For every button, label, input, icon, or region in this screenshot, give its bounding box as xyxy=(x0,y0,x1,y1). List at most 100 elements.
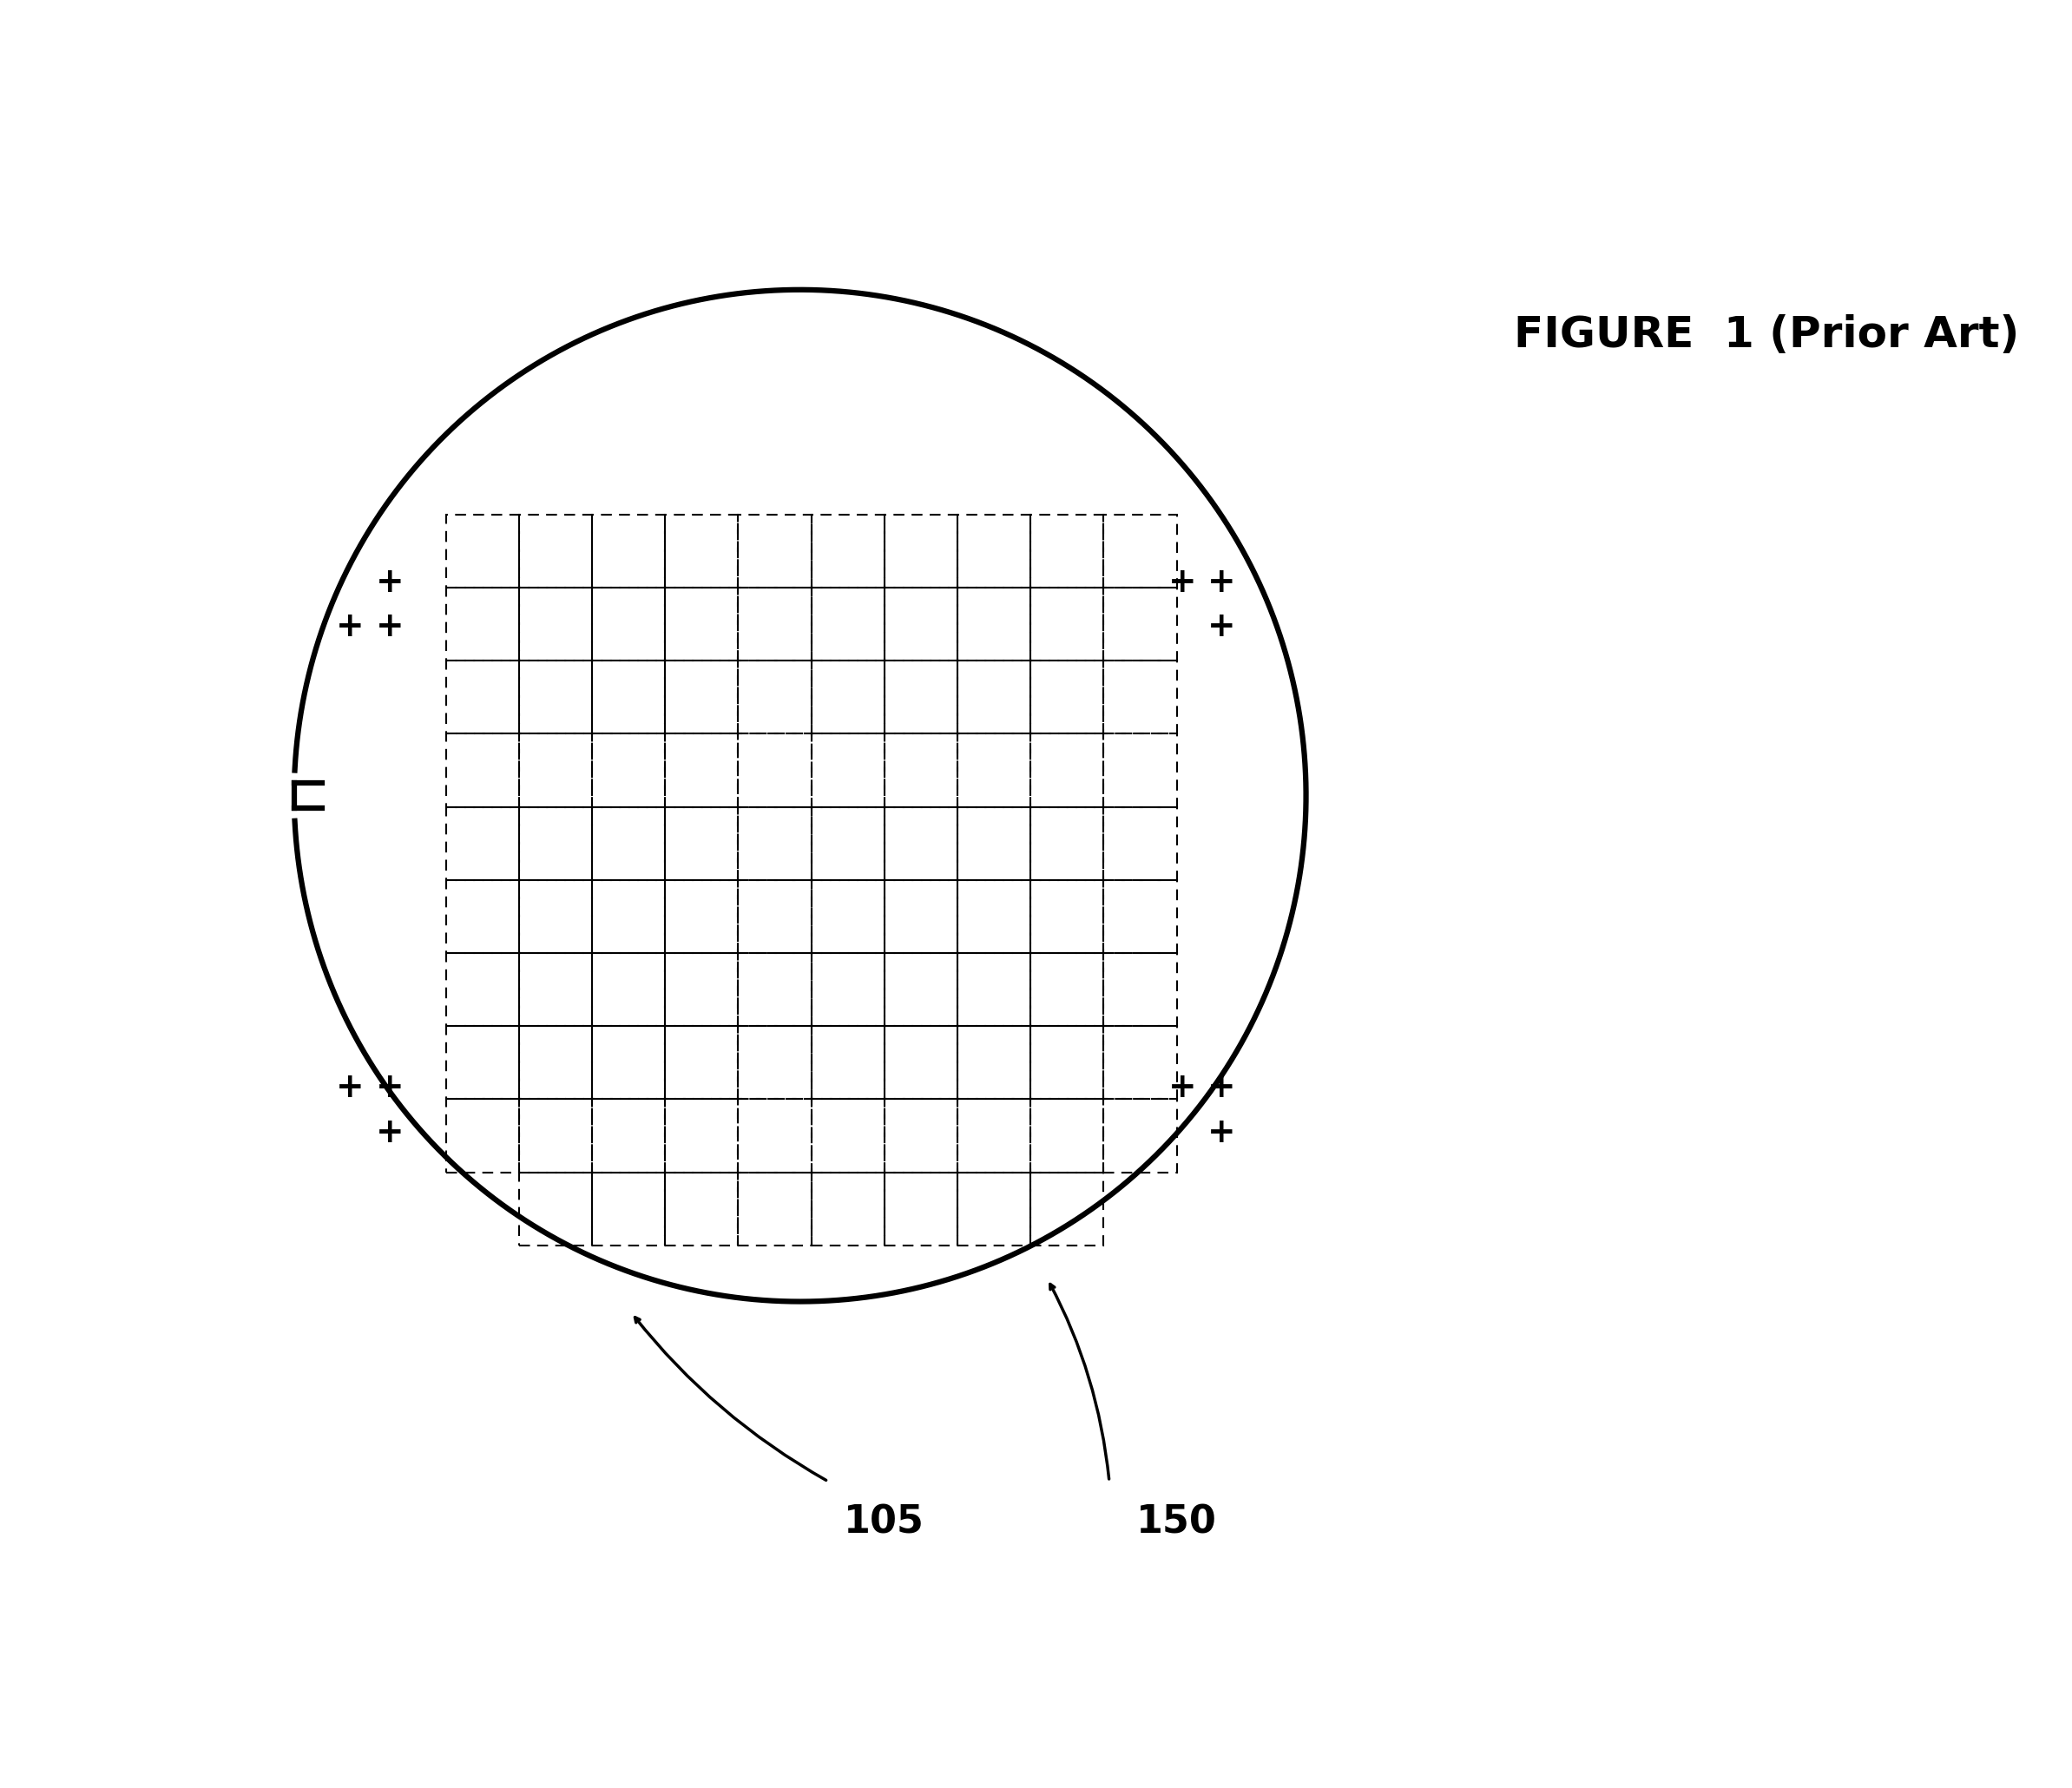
Bar xyxy=(812,880,885,953)
Bar xyxy=(885,1173,957,1244)
Bar xyxy=(1104,806,1177,880)
Text: +: + xyxy=(375,1071,404,1105)
Text: FIGURE  1 (Prior Art): FIGURE 1 (Prior Art) xyxy=(1515,315,2020,356)
Text: +: + xyxy=(1169,565,1196,599)
Bar xyxy=(1030,662,1104,733)
Bar xyxy=(593,733,665,806)
Bar xyxy=(957,662,1030,733)
Bar xyxy=(593,880,665,953)
Bar xyxy=(885,588,957,662)
Bar xyxy=(1104,1100,1177,1173)
Bar xyxy=(885,806,957,880)
Bar xyxy=(885,1100,957,1173)
Bar xyxy=(445,588,518,662)
Bar xyxy=(957,880,1030,953)
Bar xyxy=(1030,953,1104,1026)
Bar xyxy=(738,806,812,880)
Bar xyxy=(518,880,593,953)
Bar xyxy=(593,515,665,588)
Bar xyxy=(518,662,593,733)
Bar xyxy=(812,1026,885,1100)
Bar xyxy=(957,733,1030,806)
Bar xyxy=(665,733,738,806)
Bar xyxy=(812,953,885,1026)
Bar xyxy=(885,733,957,806)
Bar xyxy=(738,1100,812,1173)
Bar xyxy=(1030,733,1104,806)
Bar xyxy=(665,806,738,880)
Bar xyxy=(445,880,518,953)
Text: +: + xyxy=(375,610,404,644)
Text: +: + xyxy=(1208,1116,1235,1150)
Bar xyxy=(1030,588,1104,662)
Bar xyxy=(738,1173,812,1244)
Bar xyxy=(738,1026,812,1100)
Bar xyxy=(518,806,593,880)
Bar xyxy=(518,953,593,1026)
Bar xyxy=(445,1026,518,1100)
Bar xyxy=(738,733,812,806)
Bar xyxy=(1104,515,1177,588)
Bar xyxy=(518,515,593,588)
Bar xyxy=(957,588,1030,662)
Bar xyxy=(885,662,957,733)
Text: +: + xyxy=(336,1071,365,1105)
Bar xyxy=(518,1173,593,1244)
Bar xyxy=(593,1173,665,1244)
Bar xyxy=(518,733,593,806)
Bar xyxy=(812,588,885,662)
Bar xyxy=(1030,1100,1104,1173)
Bar xyxy=(1104,1026,1177,1100)
Bar xyxy=(1104,662,1177,733)
Bar xyxy=(518,1026,593,1100)
Bar xyxy=(518,1100,593,1173)
Bar xyxy=(665,1100,738,1173)
Bar xyxy=(1030,1026,1104,1100)
Bar xyxy=(1030,515,1104,588)
Text: +: + xyxy=(1208,1071,1235,1105)
Bar xyxy=(518,588,593,662)
Bar xyxy=(665,515,738,588)
Bar xyxy=(1104,733,1177,806)
Bar xyxy=(445,515,518,588)
Bar xyxy=(1030,1173,1104,1244)
Text: +: + xyxy=(336,610,365,644)
Bar xyxy=(957,953,1030,1026)
Bar xyxy=(665,662,738,733)
Bar xyxy=(738,880,812,953)
Text: +: + xyxy=(375,1116,404,1150)
Bar xyxy=(593,953,665,1026)
Bar xyxy=(445,733,518,806)
Bar xyxy=(593,1100,665,1173)
Bar xyxy=(1104,880,1177,953)
Bar xyxy=(665,1173,738,1244)
Bar xyxy=(445,662,518,733)
Text: +: + xyxy=(375,565,404,599)
Bar xyxy=(1030,806,1104,880)
Bar xyxy=(957,515,1030,588)
Bar xyxy=(885,515,957,588)
Bar xyxy=(957,806,1030,880)
Bar xyxy=(957,1173,1030,1244)
Bar xyxy=(957,1026,1030,1100)
Bar xyxy=(665,1026,738,1100)
Bar xyxy=(593,588,665,662)
Bar xyxy=(593,806,665,880)
Text: +: + xyxy=(1208,610,1235,644)
Bar xyxy=(665,588,738,662)
Text: +: + xyxy=(1208,565,1235,599)
Bar xyxy=(665,953,738,1026)
Bar xyxy=(445,806,518,880)
Bar xyxy=(738,662,812,733)
Text: +: + xyxy=(1169,1071,1196,1105)
Bar xyxy=(885,1026,957,1100)
Bar xyxy=(738,588,812,662)
Bar xyxy=(738,515,812,588)
Bar xyxy=(1030,880,1104,953)
Bar xyxy=(812,515,885,588)
Bar xyxy=(812,1173,885,1244)
Bar xyxy=(738,953,812,1026)
Bar xyxy=(593,662,665,733)
Bar xyxy=(812,662,885,733)
Bar xyxy=(885,953,957,1026)
